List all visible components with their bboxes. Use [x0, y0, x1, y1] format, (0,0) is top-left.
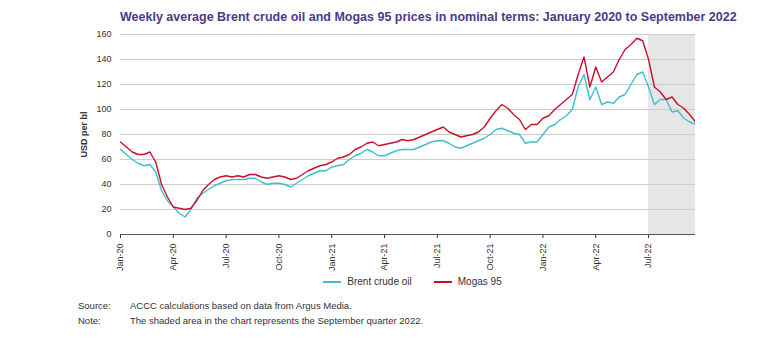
svg-text:Jan-21: Jan-21 [327, 244, 337, 272]
html-text:The shaded area in the chart r: The shaded area in the chart represents … [130, 314, 424, 326]
svg-text:Jul-21: Jul-21 [432, 244, 442, 269]
svg-text:40: 40 [101, 179, 111, 189]
svg-text:Oct-20: Oct-20 [274, 244, 284, 271]
html-text:Weekly average Brent crude oil: Weekly average Brent crude oil and Mogas… [120, 10, 737, 24]
svg-text:Jan-22: Jan-22 [538, 244, 548, 272]
svg-text:Jan-20: Jan-20 [115, 244, 125, 272]
svg-text:Jul-20: Jul-20 [221, 244, 231, 269]
svg-text:Apr-21: Apr-21 [379, 244, 389, 271]
html-text:Source:: Source: [78, 300, 111, 311]
svg-text:Apr-22: Apr-22 [591, 244, 601, 271]
svg-text:140: 140 [96, 54, 111, 64]
html-text:Note:: Note: [78, 314, 101, 326]
svg-text:60: 60 [101, 154, 111, 164]
html-text:Brent crude oil: Brent crude oil [347, 276, 412, 287]
svg-text:120: 120 [96, 79, 111, 89]
html-text:ACCC calculations based on dat: ACCC calculations based on data from Arg… [130, 300, 352, 311]
svg-text:20: 20 [101, 204, 111, 214]
svg-text:160: 160 [96, 29, 111, 39]
svg-text:Apr-20: Apr-20 [168, 244, 178, 271]
svg-text:100: 100 [96, 104, 111, 114]
svg-text:USD per bl: USD per bl [79, 111, 89, 157]
svg-text:Oct-21: Oct-21 [485, 244, 495, 271]
svg-text:Jul-22: Jul-22 [643, 244, 653, 269]
svg-text:80: 80 [101, 129, 111, 139]
svg-text:0: 0 [106, 229, 111, 239]
html-text:Mogas 95: Mogas 95 [457, 276, 502, 287]
